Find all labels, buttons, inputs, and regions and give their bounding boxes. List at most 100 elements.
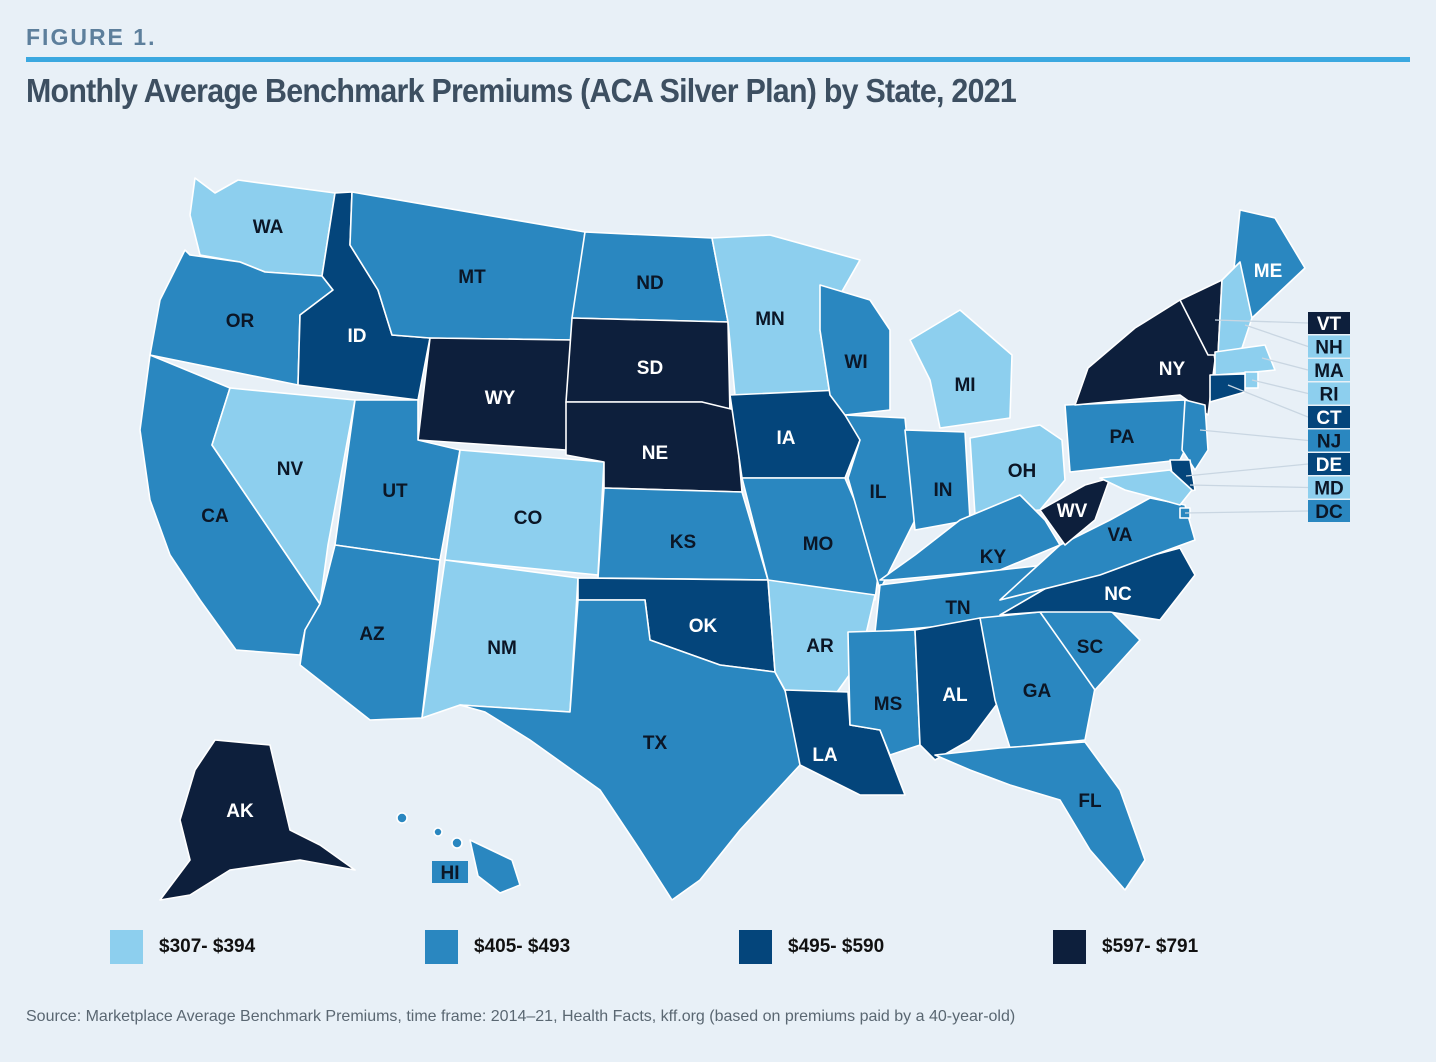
figure-label: FIGURE 1. — [26, 24, 157, 50]
state-label-ga: GA — [1023, 681, 1052, 702]
state-label-wv: WV — [1057, 501, 1088, 522]
state-label-ut: UT — [382, 481, 408, 502]
state-label-dc: DC — [1315, 502, 1343, 523]
state-label-me: ME — [1254, 261, 1283, 282]
state-label-ks: KS — [670, 532, 696, 553]
state-label-al: AL — [942, 685, 968, 706]
state-label-tn: TN — [945, 598, 970, 619]
state-label-ne: NE — [642, 443, 668, 464]
leader-line-ri — [1251, 379, 1309, 395]
state-label-nm: NM — [487, 638, 517, 659]
state-label-ma: MA — [1314, 361, 1344, 382]
state-ky — [879, 494, 1061, 581]
state-label-la: LA — [812, 745, 838, 766]
state-label-co: CO — [514, 508, 543, 529]
state-label-md: MD — [1314, 479, 1344, 500]
state-label-mi: MI — [954, 375, 975, 396]
state-label-ak: AK — [226, 801, 254, 822]
callout-box-dc — [1308, 500, 1350, 522]
callout-box-hi — [432, 861, 468, 883]
state-label-hi: HI — [441, 863, 460, 884]
state-label-ia: IA — [777, 428, 796, 449]
legend-label-3: $495- $590 — [788, 936, 885, 957]
state-ia — [729, 389, 861, 479]
state-label-tx: TX — [643, 733, 668, 754]
legend-item-1: $307- $394 — [110, 930, 255, 964]
chart-title: Monthly Average Benchmark Premiums (ACA … — [26, 72, 1017, 109]
state-label-wa: WA — [253, 217, 284, 238]
callout-box-de — [1308, 453, 1350, 475]
state-nj — [1181, 399, 1209, 471]
hawaii-island-2 — [433, 827, 443, 837]
state-hi — [469, 839, 521, 894]
callout-box-nh — [1308, 335, 1350, 358]
title-rule — [26, 57, 1410, 62]
state-wv — [1039, 477, 1111, 546]
state-label-id: ID — [348, 326, 367, 347]
state-ak — [159, 739, 356, 901]
legend-item-2: $405- $493 — [425, 930, 570, 964]
state-va — [999, 497, 1196, 601]
state-label-ms: MS — [874, 694, 903, 715]
leader-line-vt — [1214, 319, 1309, 324]
legend-swatch-4 — [1053, 930, 1086, 964]
state-label-nd: ND — [636, 273, 663, 294]
state-label-wi: WI — [844, 352, 867, 373]
legend-swatch-1 — [110, 930, 143, 964]
state-label-ny: NY — [1159, 359, 1186, 380]
leader-line-ct — [1227, 384, 1309, 418]
state-label-mn: MN — [755, 309, 785, 330]
legend-swatch-2 — [425, 930, 458, 964]
state-label-nc: NC — [1104, 584, 1132, 605]
leader-line-nj — [1199, 429, 1309, 442]
state-label-ct: CT — [1316, 408, 1342, 429]
leader-line-de — [1185, 463, 1309, 477]
leader-line-ma — [1261, 357, 1309, 371]
legend-label-2: $405- $493 — [474, 936, 571, 957]
state-ct — [1209, 373, 1246, 403]
state-label-in: IN — [934, 480, 953, 501]
state-label-mo: MO — [803, 534, 834, 555]
leader-line-nh — [1244, 324, 1309, 348]
state-label-ky: KY — [980, 547, 1007, 568]
legend-swatch-3 — [739, 930, 772, 964]
hawaii-island-3 — [451, 837, 463, 849]
state-md — [1099, 469, 1193, 506]
state-label-nv: NV — [277, 459, 304, 480]
state-label-ok: OK — [689, 616, 718, 637]
leader-line-dc — [1184, 510, 1309, 514]
callout-box-vt — [1308, 312, 1350, 334]
legend-label-1: $307- $394 — [159, 936, 256, 957]
state-ma — [1214, 344, 1276, 376]
state-label-mt: MT — [458, 267, 486, 288]
state-label-wy: WY — [485, 388, 516, 409]
legend-item-3: $495- $590 — [739, 930, 884, 964]
state-mi — [909, 309, 1013, 429]
state-label-va: VA — [1108, 525, 1133, 546]
state-label-nj: NJ — [1317, 432, 1341, 453]
state-label-de: DE — [1316, 455, 1342, 476]
state-tx — [459, 599, 801, 901]
state-label-oh: OH — [1008, 461, 1037, 482]
state-label-ar: AR — [806, 636, 834, 657]
source-note: Source: Marketplace Average Benchmark Pr… — [26, 1008, 1016, 1025]
state-nh — [1217, 261, 1253, 356]
callout-box-md — [1308, 476, 1350, 499]
callout-box-nj — [1308, 429, 1350, 452]
state-label-fl: FL — [1078, 791, 1102, 812]
hawaii-island-1 — [396, 812, 408, 824]
state-label-il: IL — [870, 482, 887, 503]
legend-item-4: $597- $791 — [1053, 930, 1198, 964]
state-wi — [819, 284, 891, 416]
leader-line-md — [1189, 484, 1309, 489]
state-fl — [934, 741, 1146, 891]
state-label-pa: PA — [1110, 427, 1135, 448]
state-label-ri: RI — [1320, 385, 1339, 406]
state-label-sd: SD — [637, 358, 663, 379]
state-label-nh: NH — [1315, 338, 1342, 359]
callout-box-ct — [1308, 406, 1350, 428]
legend-label-4: $597- $791 — [1102, 936, 1199, 957]
state-label-az: AZ — [359, 624, 385, 645]
callout-box-ma — [1308, 359, 1350, 381]
